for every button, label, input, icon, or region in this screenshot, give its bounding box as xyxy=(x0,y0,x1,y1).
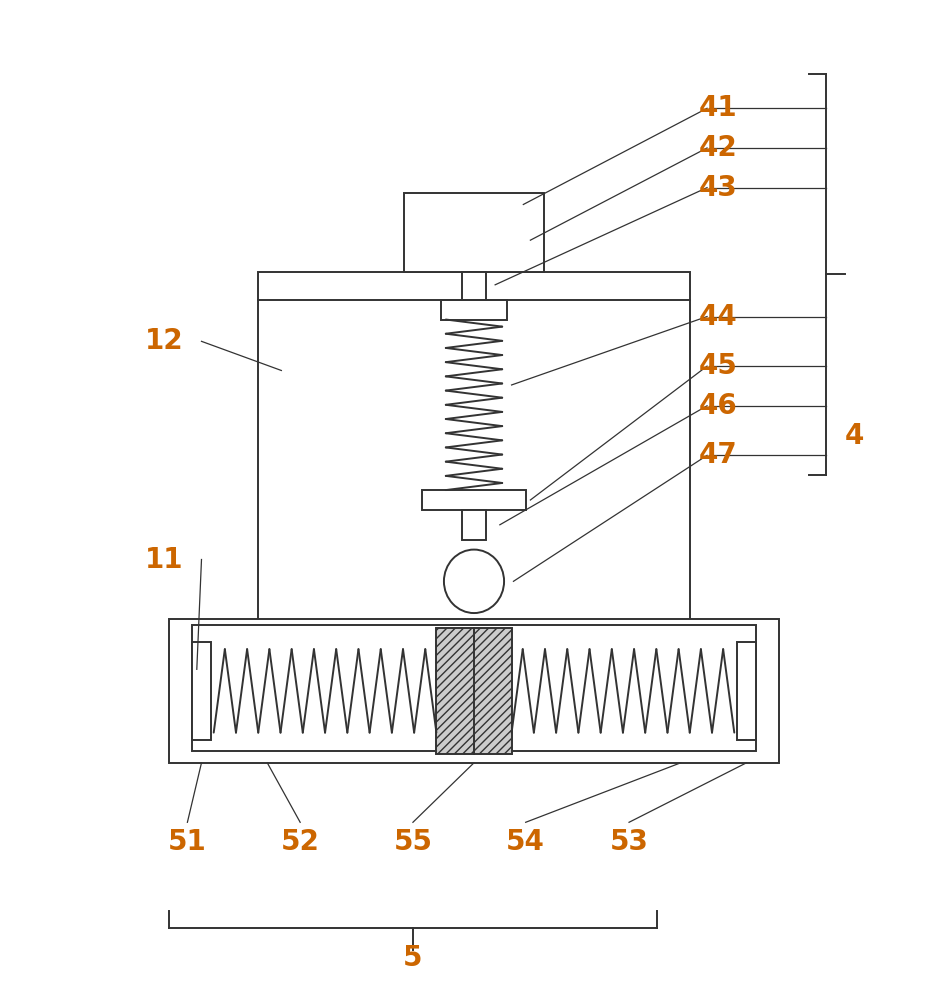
Text: 45: 45 xyxy=(699,352,738,380)
Circle shape xyxy=(444,550,504,613)
Text: 44: 44 xyxy=(699,303,738,331)
Text: 51: 51 xyxy=(168,828,207,856)
Text: 52: 52 xyxy=(281,828,319,856)
Bar xyxy=(463,272,485,300)
Bar xyxy=(463,510,485,540)
Bar xyxy=(441,300,507,320)
Bar xyxy=(404,193,544,272)
Text: 54: 54 xyxy=(506,828,545,856)
Text: 4: 4 xyxy=(845,422,865,450)
Text: 47: 47 xyxy=(699,441,738,469)
Text: 55: 55 xyxy=(393,828,432,856)
Bar xyxy=(169,619,779,763)
Text: 42: 42 xyxy=(699,134,738,162)
Text: 12: 12 xyxy=(145,327,183,355)
Bar xyxy=(192,642,210,740)
Bar xyxy=(258,272,690,624)
Bar xyxy=(436,628,512,754)
Bar xyxy=(738,642,756,740)
Text: 43: 43 xyxy=(699,174,738,202)
Text: 11: 11 xyxy=(145,546,183,574)
Text: 46: 46 xyxy=(699,392,738,420)
Bar xyxy=(422,490,526,510)
Bar xyxy=(192,625,756,751)
Text: 41: 41 xyxy=(699,94,738,122)
Text: 5: 5 xyxy=(403,944,423,972)
Text: 53: 53 xyxy=(610,828,648,856)
